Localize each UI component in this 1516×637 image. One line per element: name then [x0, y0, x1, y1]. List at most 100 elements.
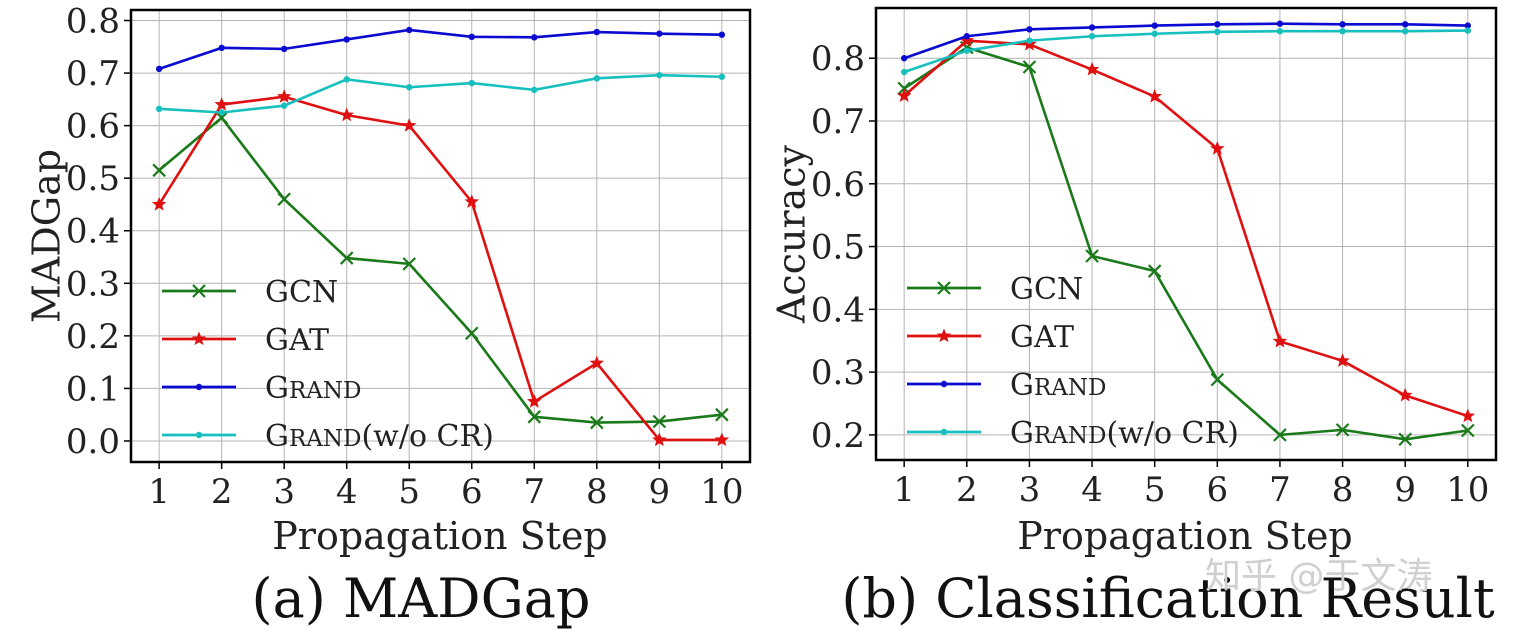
- data-point: [406, 84, 413, 91]
- legend-marker: [936, 328, 952, 343]
- y-tick-label: 0.3: [811, 353, 865, 393]
- data-point: [402, 118, 417, 132]
- x-axis-label: Propagation Step: [272, 514, 608, 558]
- legend-item-grand-w-o-cr: GRAND(w/o CR): [162, 419, 494, 454]
- x-tick-label: 5: [1144, 470, 1166, 510]
- data-point: [1397, 387, 1413, 402]
- x-tick-label: 2: [956, 470, 978, 510]
- data-point: [1214, 28, 1221, 36]
- legend-item-grand: GRAND: [907, 368, 1106, 403]
- x-tick-label: 8: [1332, 470, 1354, 510]
- data-point: [900, 68, 908, 76]
- legend-marker: [195, 383, 203, 391]
- y-tick-label: 0.0: [66, 422, 120, 462]
- x-tick-label: 10: [700, 472, 743, 512]
- data-point: [593, 28, 601, 36]
- data-point: [1464, 22, 1472, 29]
- figure-caption: (a) MADGap: [252, 567, 591, 630]
- data-point: [1210, 372, 1225, 387]
- x-tick-label: 10: [1446, 470, 1489, 510]
- data-point: [214, 110, 229, 125]
- accuracy-chart: 1 2 3 4 5 6 7 8 9 100.20.30.40.50.60.70.8Propagat…: [770, 6, 1498, 630]
- data-point: [1464, 27, 1472, 34]
- data-point: [343, 36, 350, 43]
- data-point: [1147, 88, 1162, 103]
- y-tick-label: 0.7: [811, 102, 865, 142]
- data-point: [468, 33, 475, 41]
- series-line-grand-w-o-cr: [903, 29, 1468, 74]
- legend-marker: [940, 428, 948, 436]
- plot-frame: [874, 6, 1498, 462]
- legend-item-gcn: GCN: [907, 272, 1083, 307]
- series-line-grand: [903, 22, 1468, 60]
- y-tick-label: 0.8: [66, 2, 120, 42]
- data-point: [1084, 61, 1100, 76]
- data-point: [589, 355, 605, 370]
- legend-marker: [940, 380, 948, 388]
- legend-item-gcn: GCN: [162, 275, 338, 310]
- data-point: [214, 96, 229, 111]
- data-point: [1214, 21, 1221, 28]
- data-point: [527, 393, 542, 408]
- data-point: [1401, 21, 1409, 28]
- y-tick-label: 0.4: [811, 290, 865, 330]
- y-tick-label: 0.5: [811, 228, 865, 268]
- data-point: [1339, 28, 1346, 35]
- data-point: [1272, 333, 1288, 348]
- series-line-gat: [903, 39, 1469, 418]
- data-point: [406, 26, 413, 34]
- x-tick-label: 6: [1206, 470, 1228, 510]
- y-tick-label: 0.5: [66, 159, 120, 199]
- y-tick-label: 0.8: [811, 39, 865, 79]
- legend-label: GRAND(w/o CR): [1010, 416, 1239, 451]
- data-point: [1147, 264, 1162, 278]
- data-point: [1339, 21, 1346, 28]
- series-line-gcn: [903, 46, 1469, 441]
- series-line-gcn: [158, 116, 723, 424]
- series-grand: [155, 26, 726, 73]
- x-tick-label: 7: [523, 472, 545, 512]
- data-point: [656, 30, 663, 37]
- data-point: [151, 196, 167, 211]
- legend-label: GRAND(w/o CR): [265, 419, 494, 454]
- data-point: [715, 407, 729, 422]
- y-axis-label: Accuracy: [770, 144, 814, 324]
- data-point: [277, 192, 291, 206]
- data-point: [1151, 30, 1158, 37]
- data-point: [152, 163, 166, 178]
- x-tick-label: 4: [1081, 470, 1103, 510]
- data-point: [1335, 423, 1350, 437]
- data-point: [1210, 141, 1225, 155]
- data-point: [402, 257, 417, 271]
- data-point: [339, 107, 354, 122]
- data-point: [1026, 37, 1033, 44]
- data-point: [527, 410, 542, 424]
- madgap-chart: 1 2 3 4 5 6 7 8 9 100.00.10.20.30.40.50.60.70.8Pr…: [25, 2, 752, 630]
- data-point: [652, 414, 667, 429]
- data-point: [656, 71, 663, 79]
- data-point: [280, 102, 288, 109]
- data-point: [218, 109, 225, 116]
- legend-label: GAT: [1010, 320, 1074, 355]
- y-tick-label: 0.1: [66, 369, 120, 409]
- x-tick-label: 3: [273, 472, 295, 512]
- series-line-gat: [158, 95, 722, 442]
- x-tick-label: 9: [1394, 470, 1416, 510]
- data-point: [1273, 428, 1287, 442]
- legend-label: GCN: [265, 275, 338, 310]
- legend-label: GRAND: [1010, 368, 1106, 403]
- data-point: [652, 432, 667, 447]
- legend-marker: [195, 431, 203, 439]
- y-tick-label: 0.7: [66, 54, 120, 94]
- data-point: [464, 194, 479, 208]
- data-point: [531, 34, 538, 41]
- data-point: [1022, 60, 1037, 74]
- x-tick-label: 2: [211, 472, 233, 512]
- y-tick-label: 0.2: [811, 416, 865, 456]
- data-point: [963, 33, 971, 40]
- x-tick-label: 1: [148, 472, 170, 512]
- data-point: [718, 73, 726, 80]
- y-tick-label: 0.4: [66, 212, 120, 252]
- legend-label: GAT: [265, 323, 329, 358]
- legend-label: GRAND: [265, 371, 361, 406]
